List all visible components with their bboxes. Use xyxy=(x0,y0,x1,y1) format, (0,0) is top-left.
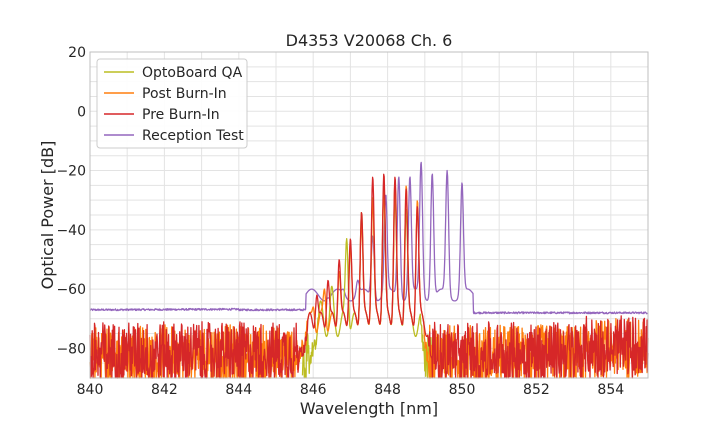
x-tick-labels: 840 842 844 846 848 850 852 854 xyxy=(77,382,625,398)
y-tick-labels: −80 −60 −40 −20 0 20 xyxy=(56,45,86,357)
plot-frame xyxy=(89,51,649,379)
y-axis-label: Optical Power [dB] xyxy=(38,141,57,290)
x-tick-label: 840 xyxy=(77,382,104,398)
legend-box xyxy=(96,58,248,149)
legend-label-pre-burn-in: Pre Burn-In xyxy=(142,107,220,123)
legend-label-post-burn-in: Post Burn-In xyxy=(142,86,227,102)
y-tick-label: −80 xyxy=(56,341,86,357)
y-tick-label: 0 xyxy=(77,104,86,120)
y-tick-label: −40 xyxy=(56,223,86,239)
x-tick-label: 846 xyxy=(300,382,327,398)
x-tick-label: 850 xyxy=(449,382,476,398)
legend-label-reception-test: Reception Test xyxy=(142,128,244,144)
series-line-reception-test xyxy=(89,161,649,315)
y-tick-label: 20 xyxy=(68,45,86,61)
x-tick-label: 842 xyxy=(151,382,178,398)
x-axis-label: Wavelength [nm] xyxy=(300,399,438,418)
series-layer xyxy=(89,161,649,379)
legend-label-optoboard-qa: OptoBoard QA xyxy=(142,65,243,81)
x-tick-label: 854 xyxy=(597,382,624,398)
chart-title: D4353 V20068 Ch. 6 xyxy=(286,31,453,50)
series-line-pre-burn-in xyxy=(89,173,649,379)
y-tick-label: −20 xyxy=(56,164,86,180)
x-tick-label: 844 xyxy=(225,382,252,398)
y-tick-label: −60 xyxy=(56,282,86,298)
x-tick-label: 848 xyxy=(374,382,401,398)
x-tick-label: 852 xyxy=(523,382,550,398)
legend: OptoBoard QA Post Burn-In Pre Burn-In Re… xyxy=(96,58,248,149)
